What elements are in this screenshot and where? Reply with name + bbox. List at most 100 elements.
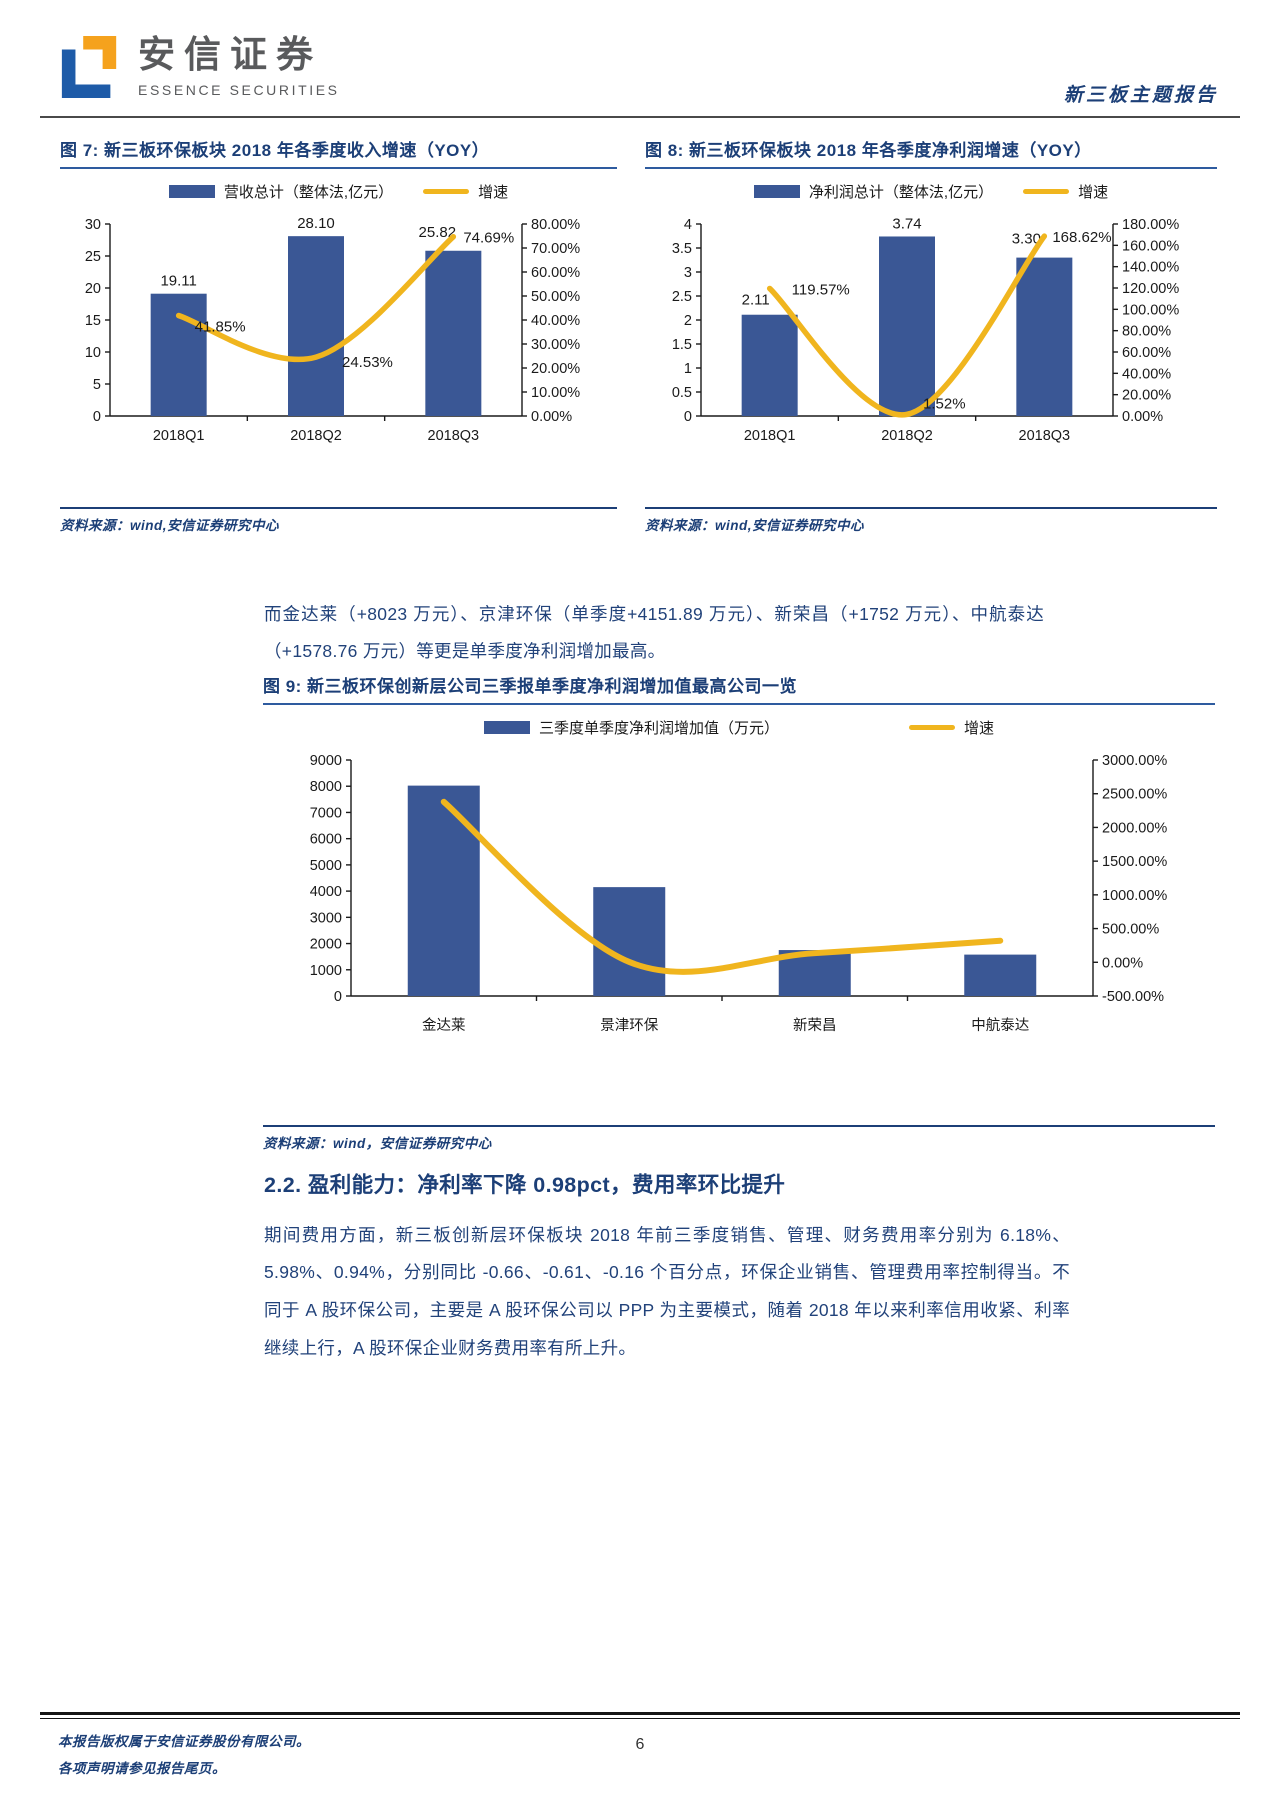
svg-text:中航泰达: 中航泰达 bbox=[971, 1017, 1029, 1034]
svg-text:0: 0 bbox=[684, 409, 692, 425]
svg-text:2.11: 2.11 bbox=[742, 292, 770, 309]
svg-text:2000: 2000 bbox=[310, 937, 342, 953]
svg-text:10: 10 bbox=[85, 345, 101, 361]
svg-text:40.00%: 40.00% bbox=[1122, 366, 1171, 382]
svg-text:10.00%: 10.00% bbox=[531, 385, 580, 401]
legend-line-label: 增速 bbox=[478, 184, 509, 201]
svg-text:2: 2 bbox=[684, 313, 692, 329]
svg-text:3: 3 bbox=[684, 265, 692, 281]
svg-text:119.57%: 119.57% bbox=[792, 281, 850, 298]
figure-9-chart: 0 1000 2000 3000 4000 5000 6000 7000 8000 9000 -50… bbox=[263, 744, 1215, 1061]
legend-bar-label: 三季度单季度净利润增加值（万元） bbox=[538, 720, 779, 737]
svg-text:24.53%: 24.53% bbox=[342, 354, 393, 371]
svg-text:40.00%: 40.00% bbox=[531, 313, 580, 329]
svg-text:1000.00%: 1000.00% bbox=[1102, 888, 1167, 904]
svg-text:20: 20 bbox=[85, 281, 101, 297]
bar-swatch-icon bbox=[483, 721, 530, 734]
svg-text:2018Q3: 2018Q3 bbox=[1019, 428, 1071, 444]
legend-bar-label: 净利润总计（整体法,亿元） bbox=[808, 184, 994, 201]
legend-line-item: 增速 bbox=[1023, 181, 1108, 202]
svg-text:15: 15 bbox=[85, 313, 101, 329]
svg-text:2018Q2: 2018Q2 bbox=[881, 428, 933, 444]
figure-8-legend: 净利润总计（整体法,亿元） 增速 bbox=[645, 181, 1217, 202]
figure-7-chart: 0 5 10 15 20 25 30 0.00% 10.00% 20.00% 30.00% 40.00… bbox=[60, 208, 617, 467]
bar-swatch-icon bbox=[753, 185, 800, 198]
footer-line-1: 本报告版权属于安信证券股份有限公司。 bbox=[58, 1734, 310, 1749]
figure-8-chart: 0 0.5 1 1.5 2 2.5 3 3.5 4 0.00% 20.00% 40.00% 60.00%… bbox=[645, 208, 1217, 467]
line-swatch-icon bbox=[423, 189, 470, 194]
body-paragraph-profit-increase: 而金达莱（+8023 万元）、京津环保（单季度+4151.89 万元）、新荣昌（… bbox=[264, 603, 1044, 662]
svg-text:7000: 7000 bbox=[310, 805, 342, 821]
svg-text:-500.00%: -500.00% bbox=[1102, 989, 1164, 1005]
figure-9-title: 图 9: 新三板环保创新层公司三季报单季度净利润增加值最高公司一览 bbox=[263, 672, 1215, 705]
svg-text:3000.00%: 3000.00% bbox=[1102, 753, 1167, 769]
svg-text:4: 4 bbox=[684, 217, 692, 233]
figure-7-title: 图 7: 新三板环保板块 2018 年各季度收入增速（YOY） bbox=[60, 136, 617, 169]
figure-8-source: 资料来源：wind,安信证券研究中心 bbox=[645, 507, 1217, 534]
bar-swatch-icon bbox=[168, 185, 215, 198]
svg-text:30: 30 bbox=[85, 217, 101, 233]
svg-text:0.00%: 0.00% bbox=[531, 409, 572, 425]
figure-9-source: 资料来源：wind，安信证券研究中心 bbox=[263, 1125, 1215, 1152]
svg-text:140.00%: 140.00% bbox=[1122, 260, 1179, 276]
section-2-2: 2.2. 盈利能力：净利率下降 0.98pct，费用率环比提升 期间费用方面，新… bbox=[264, 1150, 1070, 1385]
svg-text:74.69%: 74.69% bbox=[463, 230, 514, 247]
section-body: 期间费用方面，新三板创新层环保板块 2018 年前三季度销售、管理、财务费用率分… bbox=[264, 1224, 1070, 1358]
svg-text:2.5: 2.5 bbox=[672, 289, 692, 305]
svg-text:168.62%: 168.62% bbox=[1052, 229, 1111, 246]
svg-text:60.00%: 60.00% bbox=[1122, 345, 1171, 361]
header-divider bbox=[40, 116, 1240, 118]
svg-text:4000: 4000 bbox=[310, 884, 342, 900]
svg-text:6000: 6000 bbox=[310, 832, 342, 848]
legend-line-item: 增速 bbox=[909, 717, 994, 738]
svg-text:9000: 9000 bbox=[310, 753, 342, 769]
svg-text:5000: 5000 bbox=[310, 858, 342, 874]
report-type-label: 新三板主题报告 bbox=[1063, 85, 1218, 106]
svg-text:80.00%: 80.00% bbox=[531, 217, 580, 233]
legend-line-item: 增速 bbox=[423, 181, 508, 202]
svg-text:3000: 3000 bbox=[310, 910, 342, 926]
svg-text:8000: 8000 bbox=[310, 779, 342, 795]
legend-bar-item: 三季度单季度净利润增加值（万元） bbox=[483, 717, 779, 738]
svg-text:1.52%: 1.52% bbox=[923, 395, 966, 412]
svg-text:500.00%: 500.00% bbox=[1102, 922, 1159, 938]
svg-text:2018Q3: 2018Q3 bbox=[428, 428, 480, 444]
svg-text:2018Q1: 2018Q1 bbox=[153, 428, 205, 444]
svg-text:2018Q2: 2018Q2 bbox=[290, 428, 342, 444]
svg-text:新荣昌: 新荣昌 bbox=[793, 1017, 837, 1034]
svg-text:0: 0 bbox=[334, 989, 342, 1005]
svg-text:1000: 1000 bbox=[310, 963, 342, 979]
svg-text:41.85%: 41.85% bbox=[195, 319, 246, 336]
svg-text:0.5: 0.5 bbox=[672, 385, 692, 401]
logo-mark-icon bbox=[61, 35, 117, 99]
svg-text:160.00%: 160.00% bbox=[1122, 238, 1179, 254]
svg-text:2500.00%: 2500.00% bbox=[1102, 787, 1167, 803]
logo-name-cn: 安信证券 bbox=[138, 34, 322, 76]
svg-text:28.10: 28.10 bbox=[297, 215, 335, 232]
svg-text:1: 1 bbox=[684, 361, 692, 377]
figure-9: 图 9: 新三板环保创新层公司三季报单季度净利润增加值最高公司一览 三季度单季度… bbox=[263, 672, 1215, 1152]
svg-text:50.00%: 50.00% bbox=[531, 289, 580, 305]
legend-line-label: 增速 bbox=[1078, 184, 1109, 201]
svg-text:180.00%: 180.00% bbox=[1122, 217, 1179, 233]
legend-line-label: 增速 bbox=[964, 720, 995, 737]
svg-text:100.00%: 100.00% bbox=[1122, 302, 1179, 318]
svg-text:0.00%: 0.00% bbox=[1122, 409, 1163, 425]
svg-text:25.82: 25.82 bbox=[419, 224, 457, 241]
svg-text:5: 5 bbox=[93, 377, 101, 393]
figure-9-legend: 三季度单季度净利润增加值（万元） 增速 bbox=[263, 717, 1215, 738]
figure-7: 图 7: 新三板环保板块 2018 年各季度收入增速（YOY） 营收总计（整体法… bbox=[60, 136, 617, 534]
svg-text:25: 25 bbox=[85, 249, 101, 265]
svg-text:2018Q1: 2018Q1 bbox=[744, 428, 796, 444]
svg-text:19.11: 19.11 bbox=[160, 273, 196, 290]
svg-text:景津环保: 景津环保 bbox=[600, 1017, 658, 1034]
svg-text:0: 0 bbox=[93, 409, 101, 425]
svg-text:2000.00%: 2000.00% bbox=[1102, 820, 1167, 836]
footer-divider bbox=[40, 1712, 1240, 1719]
logo-name-en: ESSENCE SECURITIES bbox=[138, 81, 340, 98]
footer-line-2: 各项声明请参见报告尾页。 bbox=[58, 1761, 226, 1776]
svg-text:60.00%: 60.00% bbox=[531, 265, 580, 281]
line-swatch-icon bbox=[909, 725, 955, 730]
section-heading: 2.2. 盈利能力：净利率下降 0.98pct，费用率环比提升 bbox=[264, 1172, 786, 1197]
